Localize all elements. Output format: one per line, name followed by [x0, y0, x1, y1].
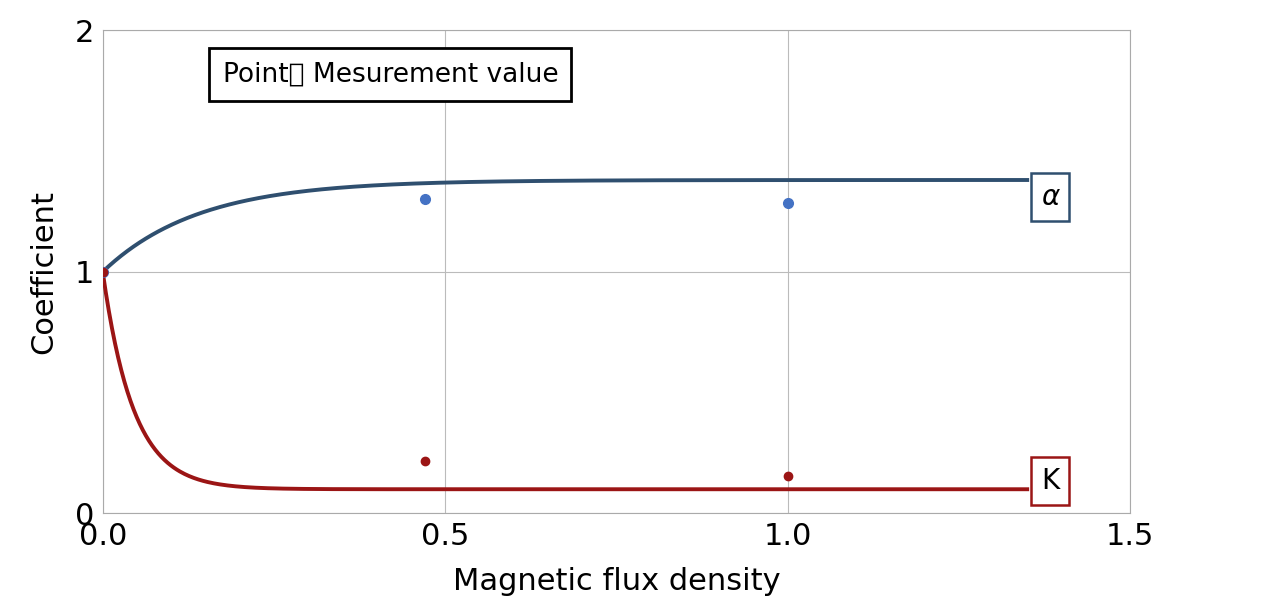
Text: Point： Mesurement value: Point： Mesurement value	[222, 62, 559, 88]
Text: α: α	[1041, 183, 1059, 211]
Text: K: K	[1041, 467, 1059, 495]
Y-axis label: Coefficient: Coefficient	[30, 190, 58, 354]
X-axis label: Magnetic flux density: Magnetic flux density	[452, 567, 781, 596]
